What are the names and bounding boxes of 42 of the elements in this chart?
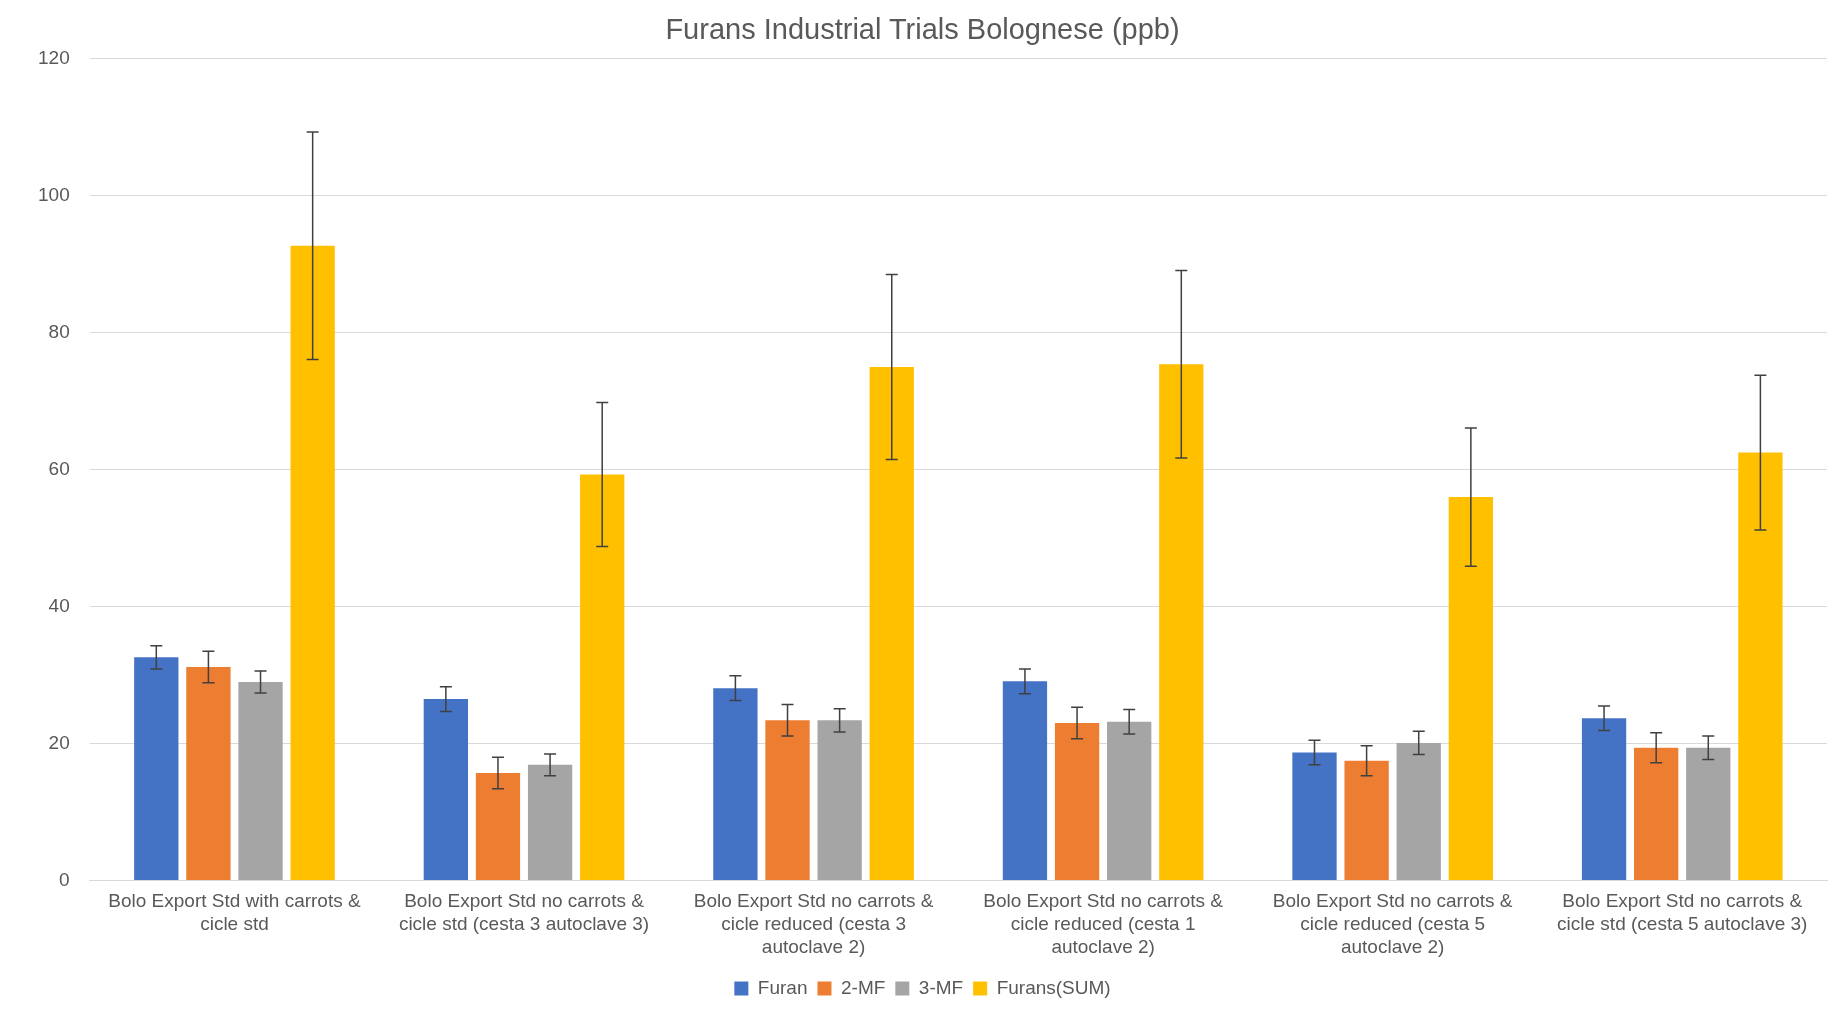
bar: [238, 682, 283, 881]
y-tick-label: 80: [48, 320, 70, 342]
bar: [1292, 752, 1337, 881]
legend-label: Furans(SUM): [996, 976, 1111, 998]
bar: [1686, 747, 1731, 881]
x-tick-label: Bolo Export Std no carrots & cicle reduced (cesta 5 autoclave 2): [1272, 890, 1513, 957]
y-tick-label: 20: [48, 731, 70, 753]
bar: [1396, 742, 1441, 881]
bar: [765, 720, 810, 881]
y-tick-label: 40: [48, 594, 70, 616]
legend-label: 3-MF: [918, 976, 964, 998]
bar: [527, 764, 573, 881]
bar: [1107, 721, 1152, 881]
x-tick-label: Bolo Export Std no carrots & cicle reduced (cesta 1 autoclave 2): [983, 890, 1224, 957]
y-tick-label: 0: [59, 868, 70, 890]
y-tick-label: 120: [38, 47, 70, 69]
bar: [713, 688, 758, 881]
x-tick-label: Bolo Export Std no carrots & cicle std (cesta 3 autoclave 3): [398, 890, 650, 935]
bar: [1634, 747, 1679, 881]
x-tick-label: Bolo Export Std no carrots & cicle reduced (cesta 3 autoclave 2): [693, 890, 934, 957]
bar: [1581, 718, 1627, 881]
bar: [423, 699, 468, 881]
y-tick-label: 100: [38, 184, 70, 205]
bar: [475, 773, 521, 881]
x-tick-label: Bolo Export Std with carrots & cicle std: [108, 890, 361, 935]
bar: [290, 245, 335, 881]
bar: [869, 366, 914, 881]
bar: [580, 474, 625, 881]
bar: [1738, 452, 1783, 881]
bar: [1344, 760, 1389, 881]
bar: [817, 720, 862, 881]
legend-label: 2-MF: [840, 976, 886, 998]
bar: [1159, 364, 1204, 881]
bar: [1448, 497, 1493, 881]
chart-title: Furans Industrial Trials Bolognese (ppb): [665, 13, 1180, 46]
y-tick-label: 60: [48, 457, 70, 479]
legend-label: Furan: [757, 976, 808, 998]
bar: [1054, 723, 1100, 881]
bar: [134, 657, 179, 881]
bar: [1002, 681, 1048, 881]
x-tick-label: Bolo Export Std no carrots & cicle std (cesta 5 autoclave 3): [1557, 890, 1808, 935]
bar: [186, 666, 231, 881]
